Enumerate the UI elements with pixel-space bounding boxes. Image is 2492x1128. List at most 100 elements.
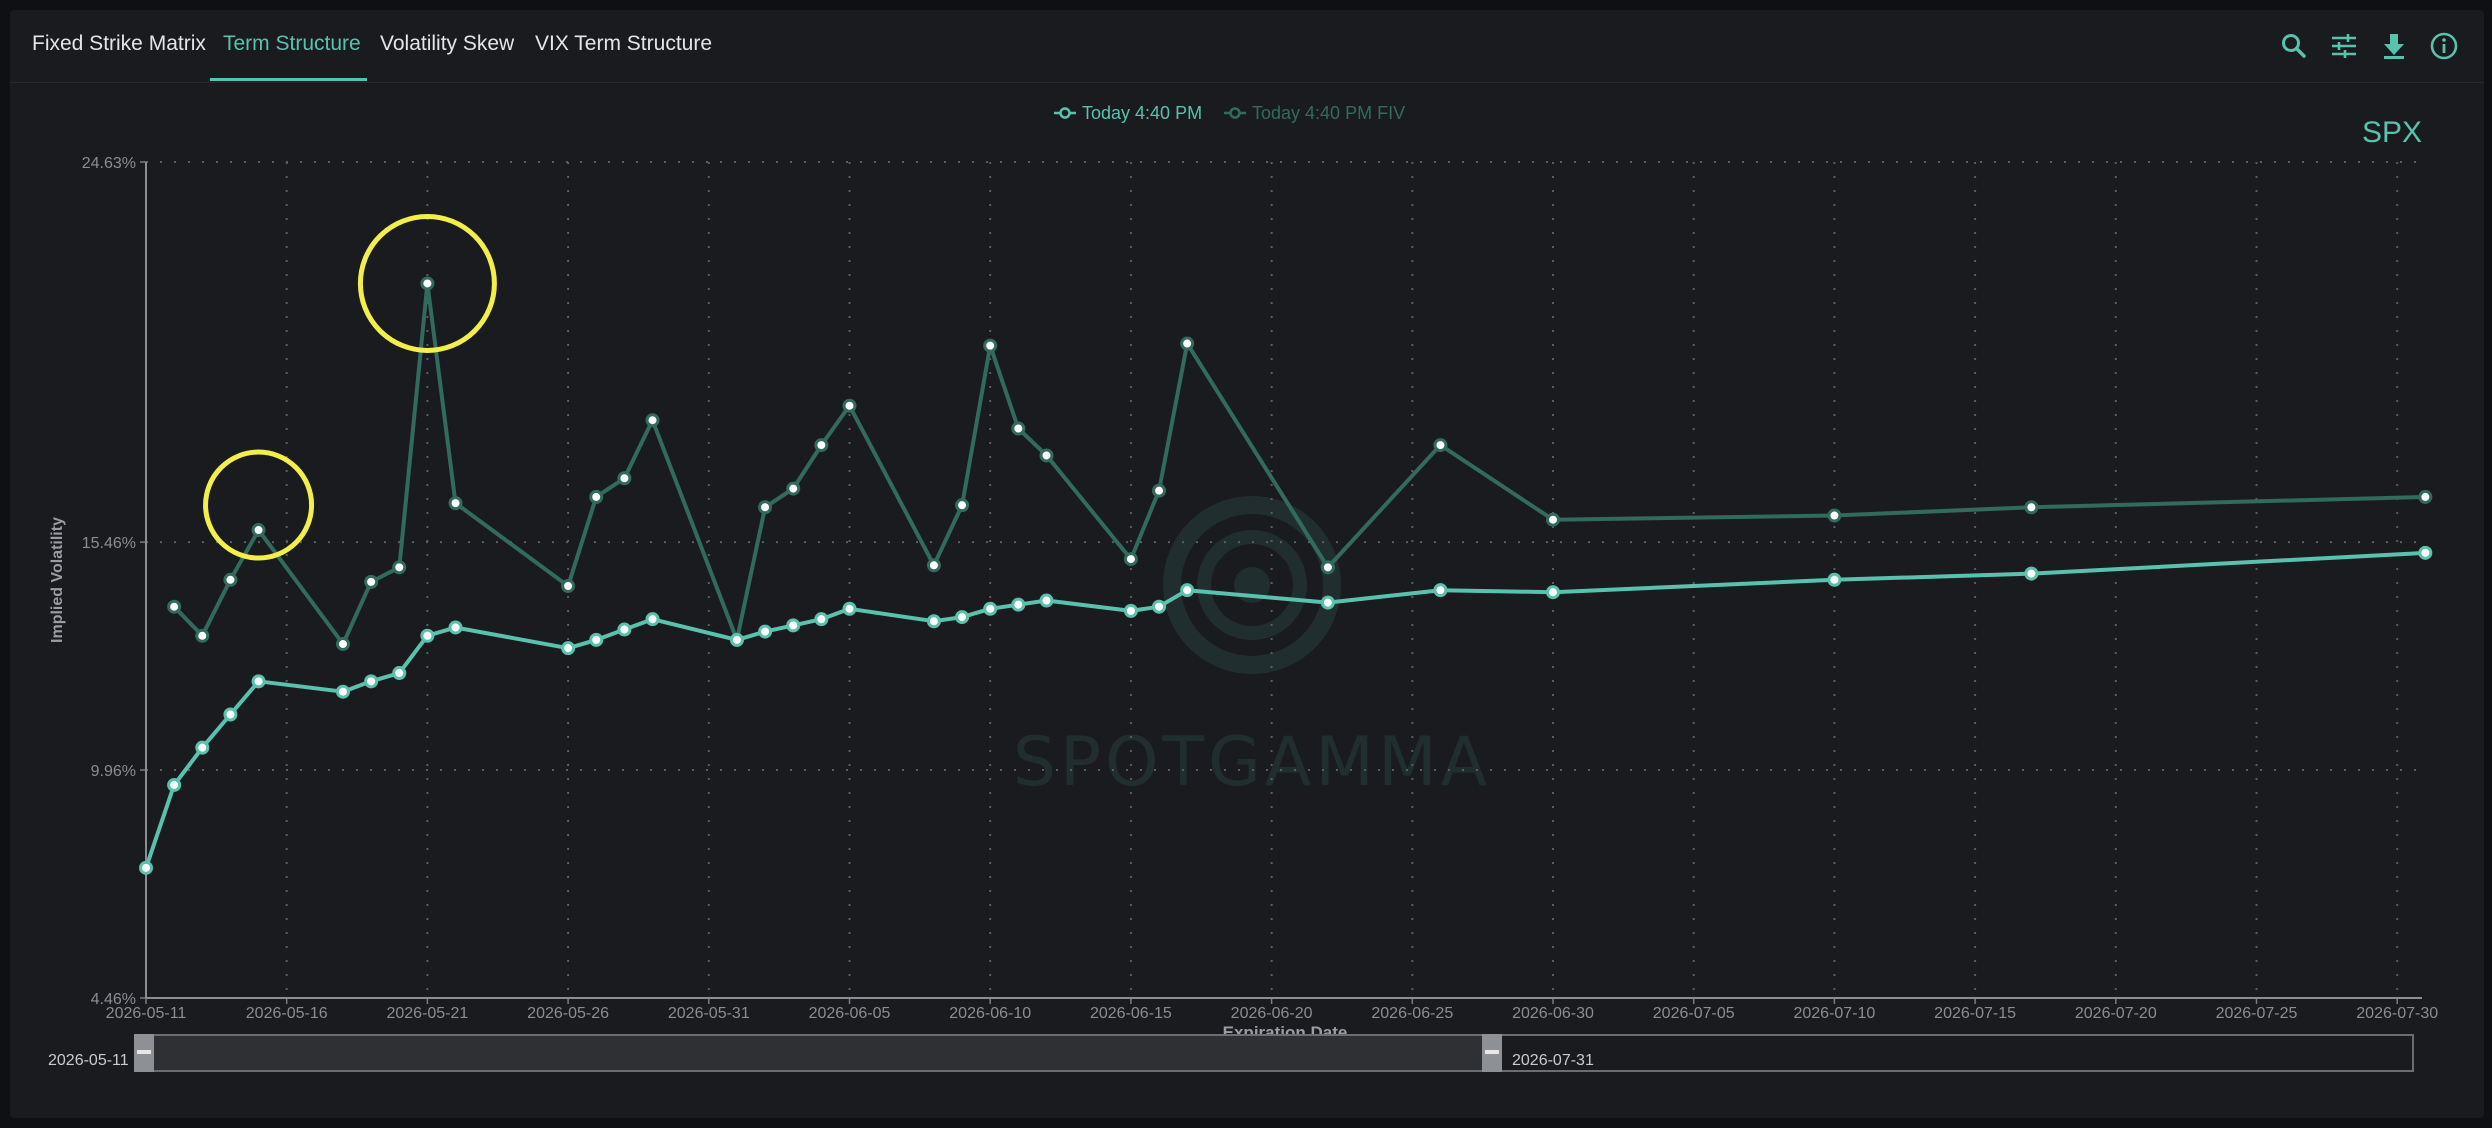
watermark-text: SPOTGAMMA <box>1013 723 1491 802</box>
symbol-label: SPX <box>2362 116 2422 149</box>
x-tick-label: 2026-05-26 <box>527 1005 609 1022</box>
data-point <box>167 599 182 614</box>
tab-vix-term-structure[interactable]: VIX Term Structure <box>535 32 713 55</box>
data-point <box>561 641 576 656</box>
x-tick-label: 2026-06-20 <box>1231 1005 1313 1022</box>
watermark-ring-inner <box>1197 530 1307 640</box>
data-point <box>645 413 660 428</box>
data-point <box>1433 438 1448 453</box>
x-tick-label: 2026-05-16 <box>246 1005 328 1022</box>
x-tick-label: 2026-07-15 <box>1934 1005 2016 1022</box>
data-point <box>2024 500 2039 515</box>
y-tick-label: 15.46% <box>82 535 136 552</box>
data-point <box>223 572 238 587</box>
range-selection[interactable] <box>136 1036 1482 1070</box>
x-tick-label: 2026-05-11 <box>106 1005 187 1022</box>
data-point <box>758 624 773 639</box>
watermark-ring-outer <box>1163 496 1341 674</box>
data-point <box>842 398 857 413</box>
data-point <box>955 610 970 625</box>
search-icon[interactable] <box>2278 30 2310 62</box>
x-tick-label: 2026-06-10 <box>949 1005 1031 1022</box>
x-tick-label: 2026-07-25 <box>2216 1005 2298 1022</box>
range-start-label: 2026-05-11 <box>48 1052 129 1069</box>
data-point <box>448 496 463 511</box>
data-point <box>1123 603 1138 618</box>
range-start-handle[interactable] <box>134 1034 154 1072</box>
data-point <box>420 276 435 291</box>
data-point <box>251 674 266 689</box>
x-tick-label: 2026-07-10 <box>1793 1005 1875 1022</box>
data-point <box>251 523 266 538</box>
y-tick-label: 4.46% <box>91 991 136 1008</box>
data-point <box>589 489 604 504</box>
download-icon[interactable] <box>2378 30 2410 62</box>
data-point <box>926 614 941 629</box>
term-structure-panel: Fixed Strike Matrix Term Structure Volat… <box>10 10 2484 1118</box>
data-point <box>364 674 379 689</box>
active-tab-indicator <box>210 78 367 81</box>
data-point <box>1180 336 1195 351</box>
tab-term-structure[interactable]: Term Structure <box>223 32 361 55</box>
x-tick-label: 2026-07-05 <box>1653 1005 1735 1022</box>
data-point <box>1827 508 1842 523</box>
data-point <box>1180 583 1195 598</box>
data-point <box>561 579 576 594</box>
data-point <box>758 500 773 515</box>
data-point <box>842 601 857 616</box>
data-point <box>617 622 632 637</box>
data-point <box>1152 599 1167 614</box>
data-point <box>448 620 463 635</box>
date-range-slider[interactable] <box>134 1034 2414 1072</box>
data-point <box>392 560 407 575</box>
data-point <box>335 684 350 699</box>
legend-swatch-dot <box>1229 107 1241 119</box>
sliders-icon[interactable] <box>2328 30 2360 62</box>
data-point <box>195 740 210 755</box>
data-point <box>617 471 632 486</box>
x-tick-label: 2026-06-30 <box>1512 1005 1594 1022</box>
series-line-0 <box>144 550 2426 869</box>
data-point <box>139 860 153 875</box>
range-end-handle[interactable] <box>1482 1034 1502 1072</box>
x-tick-label: 2026-07-30 <box>2356 1005 2438 1022</box>
data-point <box>589 632 604 647</box>
data-point <box>2024 566 2039 581</box>
data-point <box>983 601 998 616</box>
data-point <box>1546 585 1560 600</box>
data-point <box>955 498 970 513</box>
spotgamma-watermark: SPOTGAMMA <box>1013 496 1491 802</box>
x-tick-label: 2026-07-20 <box>2075 1005 2157 1022</box>
data-point <box>335 637 350 652</box>
tab-volatility-skew[interactable]: Volatility Skew <box>380 32 515 55</box>
data-point <box>1011 421 1026 436</box>
data-point <box>167 777 182 792</box>
data-point <box>786 481 801 496</box>
data-point <box>1827 572 1842 587</box>
tab-fixed-strike-matrix[interactable]: Fixed Strike Matrix <box>32 32 206 55</box>
data-point <box>1433 583 1448 598</box>
data-point <box>1039 448 1054 463</box>
data-point <box>1546 512 1560 527</box>
data-point <box>223 707 238 722</box>
data-point <box>420 628 435 643</box>
range-end-label: 2026-07-31 <box>1512 1052 1594 1069</box>
y-tick-label: 24.63% <box>82 155 136 172</box>
data-point <box>1011 597 1026 612</box>
x-tick-label: 2026-05-31 <box>668 1005 750 1022</box>
data-point <box>1320 560 1335 575</box>
y-axis-title: Implied Volatility <box>49 517 66 643</box>
data-point <box>1152 483 1167 498</box>
data-point <box>786 618 801 633</box>
x-tick-label: 2026-06-25 <box>1371 1005 1453 1022</box>
data-point <box>645 612 660 627</box>
highlight-circle <box>357 213 497 353</box>
data-point <box>392 666 407 681</box>
legend-swatch-dot <box>1059 107 1071 119</box>
data-point <box>1320 595 1335 610</box>
info-icon[interactable] <box>2428 30 2460 62</box>
data-point <box>1123 552 1138 567</box>
data-point <box>814 612 829 627</box>
data-point <box>195 628 210 643</box>
